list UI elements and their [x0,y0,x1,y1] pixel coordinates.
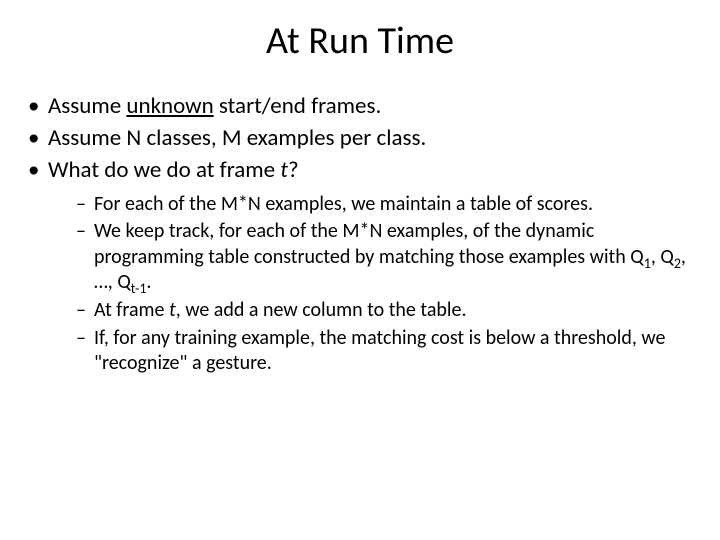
sub-bullet-text: , we add a new column to the table. [176,298,467,322]
subscript: t-1 [131,280,147,297]
sub-bullet-text: , Q [651,245,674,269]
sub-bullet-list: For each of the M*N examples, we maintai… [48,192,700,377]
bullet-text: Assume N classes, M examples per class. [48,124,426,152]
sub-bullet-text: . [146,270,151,294]
bullet-item: What do we do at frame t? For each of th… [20,156,700,377]
sub-bullet-item: We keep track, for each of the M*N examp… [48,219,700,296]
underlined-word: unknown [126,92,213,120]
sub-bullet-text: At frame [94,298,169,322]
sub-bullet-item: At frame t, we add a new column to the t… [48,298,700,324]
subscript: 1 [644,255,651,272]
bullet-text: What do we do at frame [48,156,280,184]
sub-bullet-text: For each of the M*N examples, we maintai… [94,192,593,216]
slide-container: { "title": "At Run Time", "bullets": [ {… [0,0,720,540]
bullet-list: Assume unknown start/end frames. Assume … [20,92,700,377]
bullet-text: ? [288,156,299,184]
sub-bullet-item: If, for any training example, the matchi… [48,326,700,377]
sub-bullet-text: If, for any training example, the matchi… [94,326,665,376]
bullet-item: Assume unknown start/end frames. [20,92,700,122]
subscript: 2 [674,255,681,272]
slide-body: Assume unknown start/end frames. Assume … [0,92,720,377]
sub-bullet-item: For each of the M*N examples, we maintai… [48,192,700,218]
sub-bullet-text: We keep track, for each of the M*N examp… [94,219,644,269]
bullet-item: Assume N classes, M examples per class. [20,124,700,154]
bullet-text: start/end frames. [214,92,382,120]
italic-var: t [169,298,176,322]
italic-var: t [280,156,288,184]
bullet-text: Assume [48,92,126,120]
slide-title: At Run Time [0,0,720,92]
